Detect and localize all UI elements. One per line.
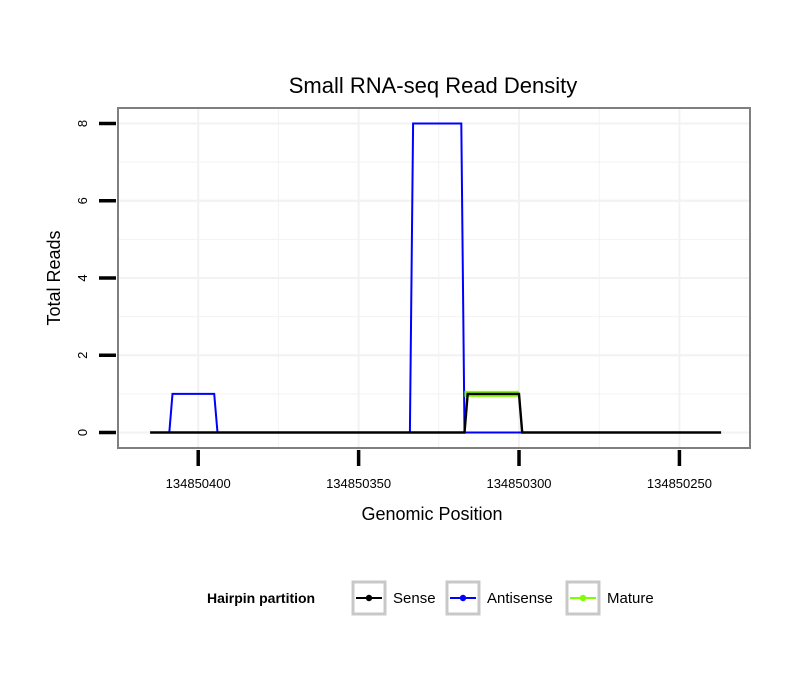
legend-key-point (459, 594, 467, 602)
legend: Hairpin partition Sense Antisense Mature (207, 580, 654, 616)
x-tick-label: 134850350 (326, 476, 391, 491)
x-axis: 134850400 134850350 134850300 134850250 (166, 450, 712, 491)
plot-border (117, 107, 751, 449)
legend-item-antisense: Antisense (445, 580, 553, 616)
y-tick-label: 0 (75, 429, 90, 436)
legend-key-point (579, 594, 587, 602)
legend-item-sense: Sense (351, 580, 436, 616)
x-tick-label: 134850400 (166, 476, 231, 491)
y-tick-label: 6 (75, 197, 90, 204)
x-tick-label: 134850300 (486, 476, 551, 491)
chart-title: Small RNA-seq Read Density (289, 73, 578, 98)
legend-title: Hairpin partition (207, 590, 315, 606)
y-tick-label: 4 (75, 274, 90, 281)
legend-label: Mature (607, 590, 654, 607)
x-axis-title: Genomic Position (361, 504, 502, 524)
x-tick-label: 134850250 (647, 476, 712, 491)
legend-label: Sense (393, 590, 436, 607)
series-layer (150, 122, 722, 434)
legend-key-point (365, 594, 373, 602)
legend-label: Antisense (487, 590, 553, 607)
y-tick-label: 2 (75, 352, 90, 359)
series-line-sense (150, 392, 722, 434)
y-axis: 0 2 4 6 8 (75, 120, 116, 436)
y-tick-label: 8 (75, 120, 90, 127)
legend-item-mature: Mature (565, 580, 654, 616)
y-axis-title: Total Reads (44, 230, 64, 325)
